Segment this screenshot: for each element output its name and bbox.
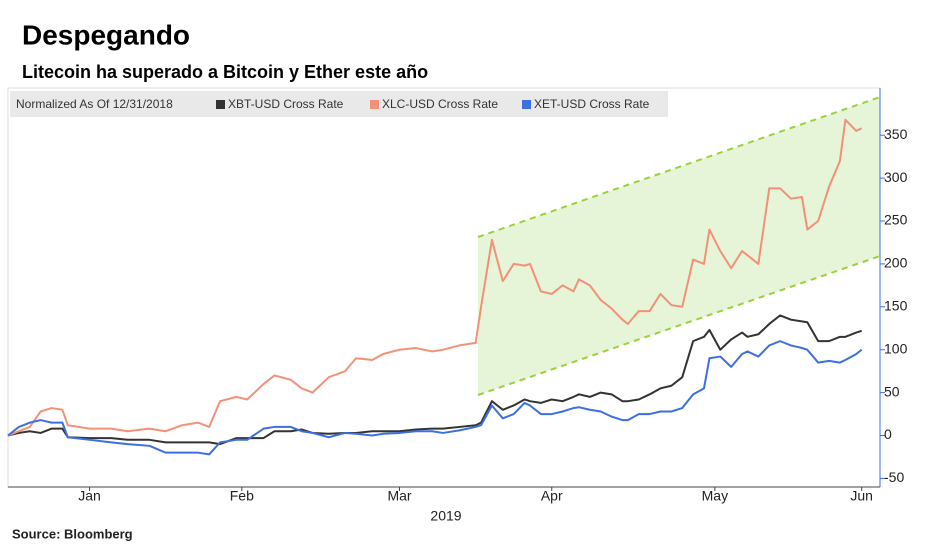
y-tick-label: 250 bbox=[884, 212, 908, 228]
y-tick-label: 300 bbox=[884, 169, 908, 185]
x-axis-label: 2019 bbox=[430, 508, 461, 524]
y-tick-label: 100 bbox=[884, 340, 908, 356]
x-tick-label: May bbox=[702, 488, 728, 504]
y-tick-label: 200 bbox=[884, 255, 908, 271]
legend-label: XET-USD Cross Rate bbox=[534, 97, 650, 111]
legend-label: XBT-USD Cross Rate bbox=[228, 97, 344, 111]
series-line bbox=[7, 314, 862, 446]
x-tick-label: Apr bbox=[541, 488, 563, 504]
x-tick-label: Jun bbox=[850, 488, 873, 504]
x-tick-label: Jan bbox=[78, 488, 101, 504]
chart-subtitle: Litecoin ha superado a Bitcoin y Ether e… bbox=[22, 62, 428, 82]
legend-swatch bbox=[522, 100, 531, 109]
source: Source: Bloomberg bbox=[12, 526, 133, 541]
y-tick-label: 150 bbox=[884, 298, 908, 314]
series-line bbox=[7, 118, 863, 437]
channel-upper bbox=[477, 96, 881, 238]
legend-box bbox=[10, 91, 668, 117]
channel-lower bbox=[477, 255, 881, 396]
y-tick-label: 0 bbox=[884, 426, 892, 442]
series-line bbox=[7, 340, 863, 456]
x-tick-label: Mar bbox=[387, 488, 411, 504]
legend-swatch bbox=[370, 100, 379, 109]
y-tick-label: 50 bbox=[884, 383, 900, 399]
legend-swatch bbox=[216, 100, 225, 109]
legend-title: Normalized As Of 12/31/2018 bbox=[16, 97, 173, 111]
y-tick-label: 350 bbox=[884, 126, 908, 142]
legend-label: XLC-USD Cross Rate bbox=[382, 97, 498, 111]
x-tick-label: Feb bbox=[230, 488, 254, 504]
y-tick-label: -50 bbox=[884, 469, 904, 485]
chart-title: Despegando bbox=[22, 19, 190, 50]
trend-channel bbox=[478, 97, 880, 395]
